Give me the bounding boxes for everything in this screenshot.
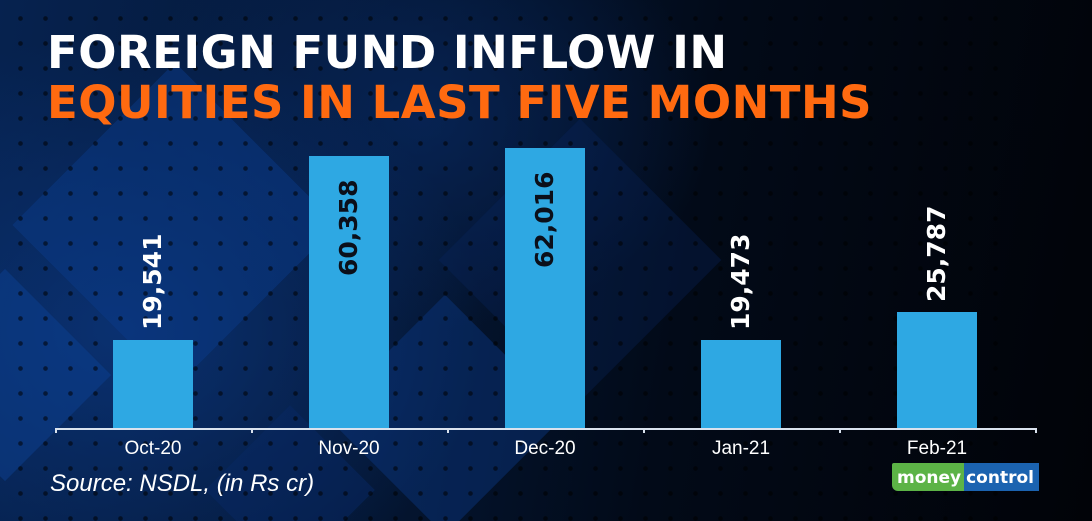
- bar-oct-20: [113, 340, 193, 428]
- x-tick-label: Feb-21: [906, 438, 968, 459]
- x-axis-tick: [839, 428, 841, 433]
- moneycontrol-logo: money control: [892, 463, 1039, 491]
- title-line-1: FOREIGN FUND INFLOW IN: [47, 26, 728, 79]
- chart-title: FOREIGN FUND INFLOW IN EQUITIES IN LAST …: [47, 28, 872, 128]
- bar-value-label: 62,016: [530, 171, 559, 268]
- bar-value-label: 25,787: [922, 205, 951, 302]
- x-tick-label: Nov-20: [318, 438, 380, 459]
- logo-money: money: [892, 463, 965, 491]
- bar-nov-20: [309, 156, 389, 428]
- x-axis-tick: [447, 428, 449, 433]
- x-tick-label: Oct-20: [124, 438, 182, 459]
- bar-value-label: 19,473: [726, 233, 755, 330]
- logo-control: control: [964, 463, 1039, 491]
- x-axis-tick: [643, 428, 645, 433]
- x-tick-label: Jan-21: [711, 438, 771, 459]
- bar-dec-20: [505, 148, 585, 428]
- bar-value-label: 19,541: [138, 233, 167, 330]
- x-axis-tick: [1035, 428, 1037, 433]
- x-axis-tick: [55, 428, 57, 433]
- title-line-2: EQUITIES IN LAST FIVE MONTHS: [47, 76, 873, 129]
- x-axis-line: [55, 428, 1036, 430]
- bar-feb-21: [897, 312, 977, 428]
- source-note: Source: NSDL, (in Rs cr): [50, 470, 315, 497]
- x-axis-tick: [251, 428, 253, 433]
- x-tick-label: Dec-20: [514, 438, 576, 459]
- bar-jan-21: [701, 340, 781, 428]
- bar-value-label: 60,358: [334, 179, 363, 276]
